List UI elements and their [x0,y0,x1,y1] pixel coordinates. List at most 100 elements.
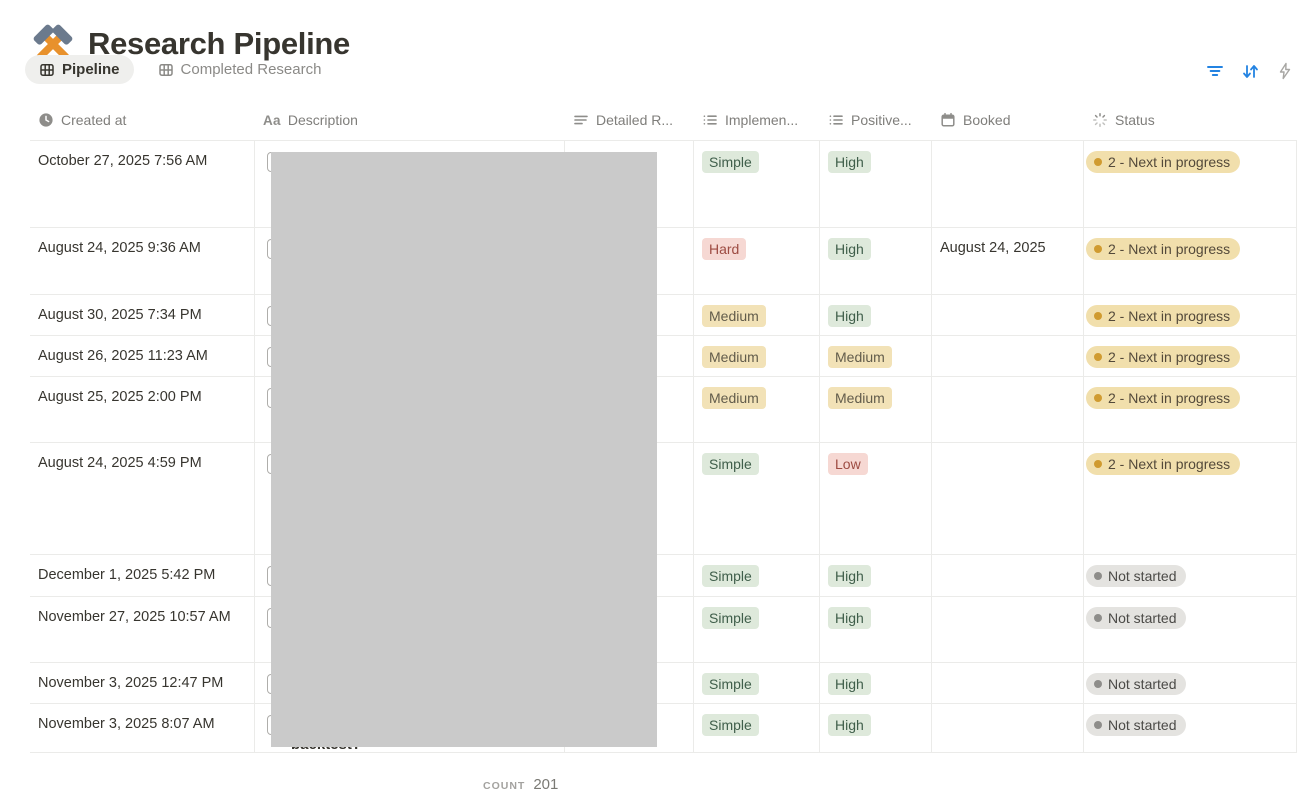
cell-implementation[interactable]: Simple [694,597,820,662]
status-badge: Not started [1086,714,1187,736]
table-row[interactable]: August 25, 2025 2:00 PM Medium Medium 2 - N… [30,377,1297,443]
column-header-detailed[interactable]: Detailed R... [565,100,694,140]
calendar-icon [940,112,956,128]
cell-created-at[interactable]: August 30, 2025 7:34 PM [30,295,255,335]
clock-icon [38,112,54,128]
status-badge: Not started [1086,565,1187,587]
status-badge: Not started [1086,607,1187,629]
cell-detailed-research[interactable] [565,704,694,752]
table-row[interactable]: August 24, 2025 4:59 PM Simple Low 2 - Next… [30,443,1297,555]
filter-icon[interactable] [1205,61,1225,81]
cell-created-at[interactable]: August 24, 2025 9:36 AM [30,228,255,294]
cell-detailed-research[interactable] [565,663,694,703]
cell-implementation[interactable]: Simple [694,555,820,596]
column-label: Positive... [851,112,912,128]
table-row[interactable]: November 3, 2025 8:07 AM Simple High Not st… [30,704,1297,753]
cell-positive[interactable]: High [820,663,932,703]
cell-booked[interactable] [932,555,1084,596]
cell-implementation[interactable]: Medium [694,336,820,376]
cell-detailed-research[interactable] [565,295,694,335]
cell-implementation[interactable]: Hard [694,228,820,294]
cell-status[interactable]: Not started [1084,663,1297,703]
column-header-implementation[interactable]: Implemen... [694,100,820,140]
table-row[interactable]: August 24, 2025 9:36 AM Hard High August 24… [30,228,1297,295]
cell-booked[interactable] [932,336,1084,376]
cell-implementation[interactable]: Simple [694,663,820,703]
count-label: COUNT [483,780,526,792]
cell-created-at[interactable]: November 27, 2025 10:57 AM [30,597,255,662]
cell-implementation[interactable]: Simple [694,704,820,752]
cell-created-at[interactable]: August 24, 2025 4:59 PM [30,443,255,554]
cell-positive[interactable]: High [820,555,932,596]
cell-positive[interactable]: High [820,141,932,227]
cell-booked[interactable]: August 24, 2025 [932,228,1084,294]
status-badge: 2 - Next in progress [1086,453,1241,475]
cell-detailed-research[interactable] [565,443,694,554]
cell-detailed-research[interactable] [565,141,694,227]
cell-created-at[interactable]: October 27, 2025 7:56 AM [30,141,255,227]
cell-positive[interactable]: Medium [820,336,932,376]
column-header-description[interactable]: Aa Description [255,100,565,140]
positive-tag: High [828,565,871,587]
cell-positive[interactable]: Low [820,443,932,554]
cell-booked[interactable] [932,597,1084,662]
cell-positive[interactable]: Medium [820,377,932,442]
table-footer-count[interactable]: COUNT 201 [483,776,558,793]
cell-positive[interactable]: High [820,597,932,662]
cell-positive[interactable]: High [820,704,932,752]
column-header-positive[interactable]: Positive... [820,100,932,140]
cell-implementation[interactable]: Simple [694,443,820,554]
cell-booked[interactable] [932,377,1084,442]
cell-booked[interactable] [932,295,1084,335]
column-header-created-at[interactable]: Created at [30,100,255,140]
cell-status[interactable]: 2 - Next in progress [1084,295,1297,335]
cell-created-at[interactable]: November 3, 2025 12:47 PM [30,663,255,703]
table-row[interactable]: August 30, 2025 7:34 PM Medium High 2 - Nex… [30,295,1297,336]
cell-implementation[interactable]: Simple [694,141,820,227]
column-label: Created at [61,112,127,128]
cell-created-at[interactable]: August 26, 2025 11:23 AM [30,336,255,376]
tab-pipeline[interactable]: Pipeline [25,55,134,84]
column-header-status[interactable]: Status [1084,100,1297,140]
cell-detailed-research[interactable] [565,228,694,294]
cell-status[interactable]: 2 - Next in progress [1084,141,1297,227]
cell-status[interactable]: 2 - Next in progress [1084,336,1297,376]
crossed-hammers-emoji[interactable] [30,21,76,67]
cell-status[interactable]: 2 - Next in progress [1084,443,1297,554]
cell-positive[interactable]: High [820,295,932,335]
implementation-tag: Medium [702,387,766,409]
table-row[interactable]: December 1, 2025 5:42 PM Simple High Not st… [30,555,1297,597]
cell-implementation[interactable]: Medium [694,295,820,335]
cell-detailed-research[interactable] [565,555,694,596]
cell-booked[interactable] [932,141,1084,227]
cell-detailed-research[interactable] [565,377,694,442]
tab-completed-research[interactable]: Completed Research [144,55,336,84]
table-row[interactable]: October 27, 2025 7:56 AM Simple High 2 - Ne… [30,141,1297,228]
cell-detailed-research[interactable] [565,597,694,662]
column-header-booked[interactable]: Booked [932,100,1084,140]
text-aa-icon: Aa [263,112,281,128]
cell-positive[interactable]: High [820,228,932,294]
cell-status[interactable]: Not started [1084,555,1297,596]
table-row[interactable]: November 3, 2025 12:47 PM Simple High Not s… [30,663,1297,704]
sort-icon[interactable] [1240,61,1260,81]
cell-status[interactable]: Not started [1084,704,1297,752]
cell-status[interactable]: 2 - Next in progress [1084,377,1297,442]
page-title[interactable]: Research Pipeline [88,25,350,61]
status-badge: 2 - Next in progress [1086,151,1241,173]
table-row[interactable]: August 26, 2025 11:23 AM Medium Medium 2 - … [30,336,1297,377]
cell-booked[interactable] [932,704,1084,752]
automation-lightning-icon[interactable] [1275,61,1295,81]
cell-booked[interactable] [932,663,1084,703]
cell-created-at[interactable]: December 1, 2025 5:42 PM [30,555,255,596]
cell-detailed-research[interactable] [565,336,694,376]
implementation-tag: Simple [702,673,759,695]
cell-created-at[interactable]: November 3, 2025 8:07 AM [30,704,255,752]
cell-implementation[interactable]: Medium [694,377,820,442]
implementation-tag: Simple [702,151,759,173]
cell-booked[interactable] [932,443,1084,554]
table-row[interactable]: November 27, 2025 10:57 AM Simple High Not … [30,597,1297,663]
cell-status[interactable]: Not started [1084,597,1297,662]
cell-status[interactable]: 2 - Next in progress [1084,228,1297,294]
cell-created-at[interactable]: August 25, 2025 2:00 PM [30,377,255,442]
